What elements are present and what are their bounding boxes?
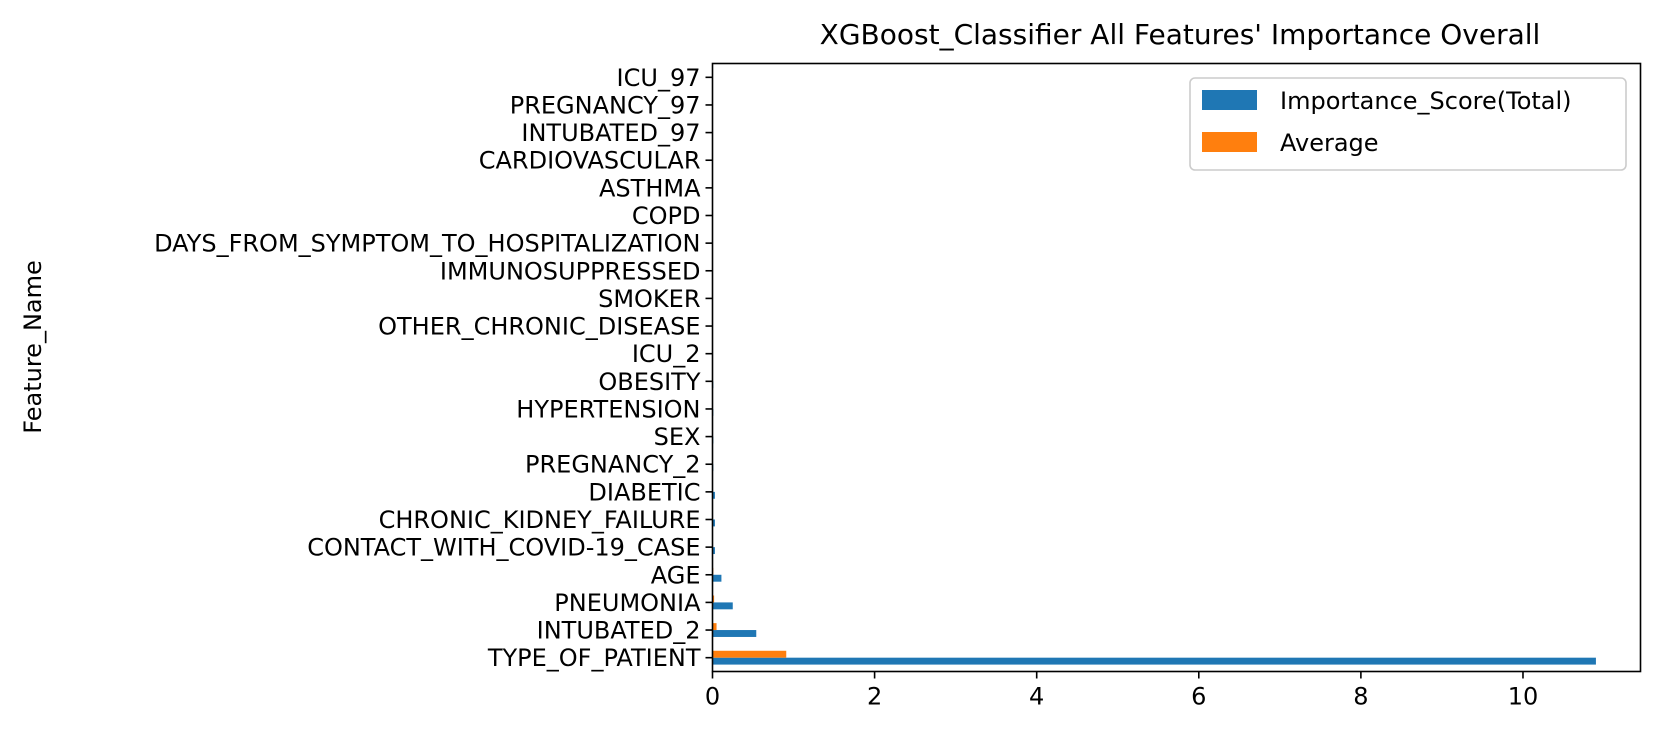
x-tick-label-2: 2 <box>867 683 882 711</box>
y-tick-label-pneumonia: PNEUMONIA <box>554 589 701 617</box>
plot-area-frame <box>711 62 1642 673</box>
bar-average-pneumonia <box>712 595 715 603</box>
y-tick-label-type-of-patient: TYPE_OF_PATIENT <box>487 644 701 672</box>
y-tick-label-age: AGE <box>651 561 701 589</box>
y-tick-label-immunosuppressed: IMMUNOSUPPRESSED <box>440 257 701 285</box>
y-tick-label-intubated-97: INTUBATED_97 <box>521 119 700 147</box>
y-tick-label-contact-with-covid-19-case: CONTACT_WITH_COVID-19_CASE <box>307 534 700 562</box>
y-tick-label-pregnancy-2: PREGNANCY_2 <box>525 451 701 479</box>
y-tick-label-hypertension: HYPERTENSION <box>516 395 700 423</box>
bar-importance-score-total-age <box>712 574 722 582</box>
legend-swatch-total <box>1202 90 1257 110</box>
y-tick-label-asthma: ASTHMA <box>599 174 701 202</box>
bar-importance-score-total-intubated-2 <box>712 630 757 637</box>
y-tick-label-obesity: OBESITY <box>598 368 700 396</box>
y-tick-label-sex: SEX <box>654 423 701 451</box>
y-tick-label-smoker: SMOKER <box>598 285 700 313</box>
y-tick-label-copd: COPD <box>632 202 701 230</box>
legend-label-average: Average <box>1280 129 1379 157</box>
x-tick-label-6: 6 <box>1191 683 1206 711</box>
bar-average-type-of-patient <box>712 650 787 658</box>
bar-importance-score-total-pneumonia <box>712 602 733 610</box>
bar-importance-score-total-type-of-patient <box>712 657 1596 665</box>
bar-average-intubated-2 <box>712 623 717 631</box>
x-tick-label-10: 10 <box>1508 683 1539 711</box>
y-tick-label-diabetic: DIABETIC <box>588 478 700 506</box>
y-tick-label-icu-97: ICU_97 <box>617 64 701 92</box>
bar-importance-score-total-contact-with-covid-19-case <box>712 547 715 555</box>
legend: Importance_Score(Total) Average <box>1189 77 1627 171</box>
y-tick-label-other-chronic-disease: OTHER_CHRONIC_DISEASE <box>378 313 700 341</box>
y-tick-label-pregnancy-97: PREGNANCY_97 <box>510 91 701 119</box>
x-tick-label-0: 0 <box>705 683 720 711</box>
y-axis-title: Feature_Name <box>19 260 47 434</box>
y-ticks: TYPE_OF_PATIENTINTUBATED_2PNEUMONIAAGECO… <box>154 64 713 672</box>
bar-importance-score-total-chronic-kidney-failure <box>712 519 715 527</box>
chart-title: XGBoost_Classifier All Features' Importa… <box>820 18 1541 51</box>
x-tick-label-4: 4 <box>1029 683 1044 711</box>
legend-label-total: Importance_Score(Total) <box>1280 87 1572 115</box>
y-tick-label-cardiovascular: CARDIOVASCULAR <box>479 147 701 175</box>
x-tick-label-8: 8 <box>1353 683 1368 711</box>
legend-swatch-average <box>1202 132 1257 152</box>
bar-importance-score-total-diabetic <box>712 491 715 499</box>
y-tick-label-days-from-symptom-to-hospitalization: DAYS_FROM_SYMPTOM_TO_HOSPITALIZATION <box>154 230 700 258</box>
x-ticks: 0 2 4 6 8 10 <box>705 671 1539 711</box>
y-tick-label-chronic-kidney-failure: CHRONIC_KIDNEY_FAILURE <box>379 506 701 534</box>
y-tick-label-icu-2: ICU_2 <box>632 340 701 368</box>
legend-box <box>1189 77 1627 171</box>
y-tick-label-intubated-2: INTUBATED_2 <box>537 617 701 645</box>
